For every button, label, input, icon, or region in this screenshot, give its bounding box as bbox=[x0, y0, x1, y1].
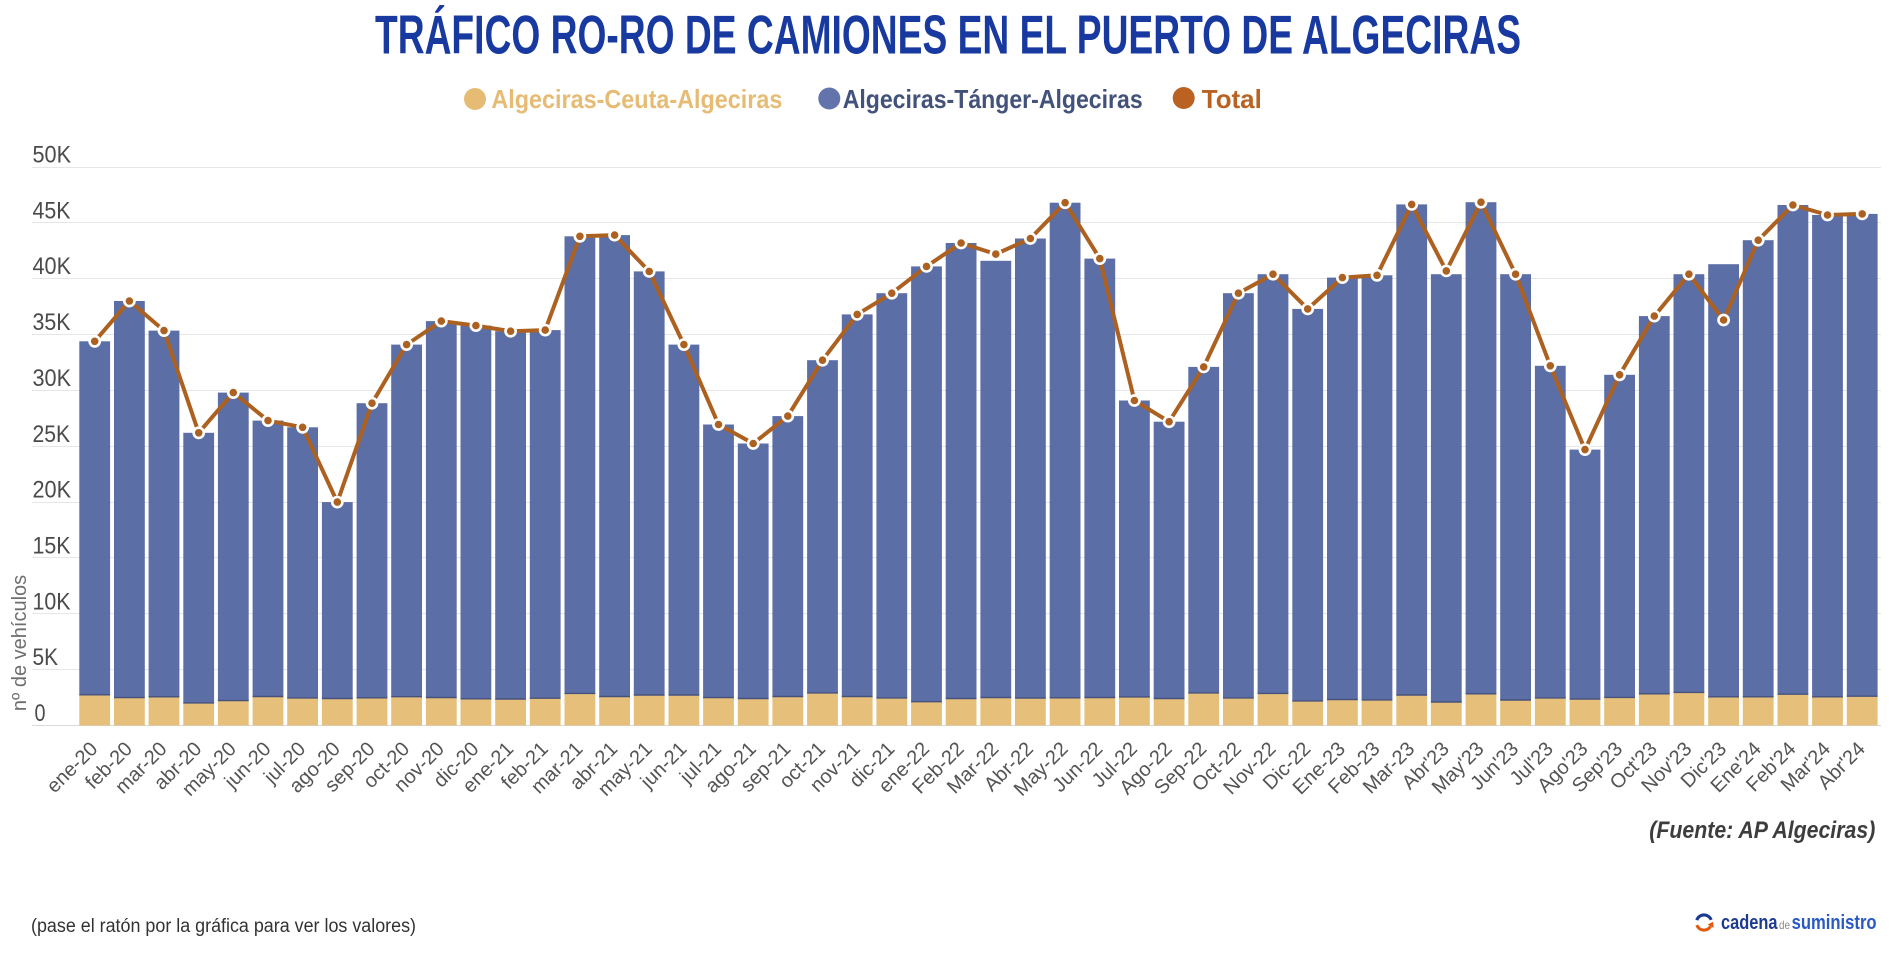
svg-text:nº de vehículos: nº de vehículos bbox=[9, 575, 31, 711]
svg-text:Algeciras-Ceuta-Algeciras: Algeciras-Ceuta-Algeciras bbox=[491, 84, 782, 114]
svg-text:45K: 45K bbox=[33, 197, 72, 224]
svg-text:cadena: cadena bbox=[1721, 911, 1778, 934]
svg-text:50K: 50K bbox=[33, 142, 72, 169]
svg-text:suministro: suministro bbox=[1792, 911, 1877, 934]
svg-text:40K: 40K bbox=[33, 253, 72, 280]
svg-text:15K: 15K bbox=[33, 533, 72, 560]
svg-text:Total: Total bbox=[1202, 84, 1262, 114]
svg-text:10K: 10K bbox=[33, 588, 72, 615]
svg-text:de: de bbox=[1779, 918, 1790, 932]
svg-text:TRÁFICO RO-RO DE CAMIONES EN E: TRÁFICO RO-RO DE CAMIONES EN EL PUERTO D… bbox=[375, 5, 1521, 66]
svg-text:25K: 25K bbox=[33, 421, 71, 448]
svg-text:(Fuente: AP Algeciras): (Fuente: AP Algeciras) bbox=[1649, 817, 1875, 844]
svg-text:35K: 35K bbox=[33, 309, 72, 336]
svg-text:20K: 20K bbox=[33, 477, 72, 504]
svg-text:30K: 30K bbox=[33, 365, 72, 392]
svg-text:(pase el ratón por la gráfica: (pase el ratón por la gráfica para ver l… bbox=[31, 916, 416, 937]
svg-text:Algeciras-Tánger-Algeciras: Algeciras-Tánger-Algeciras bbox=[843, 84, 1143, 114]
svg-text:5K: 5K bbox=[33, 644, 59, 671]
svg-text:0: 0 bbox=[35, 700, 46, 727]
